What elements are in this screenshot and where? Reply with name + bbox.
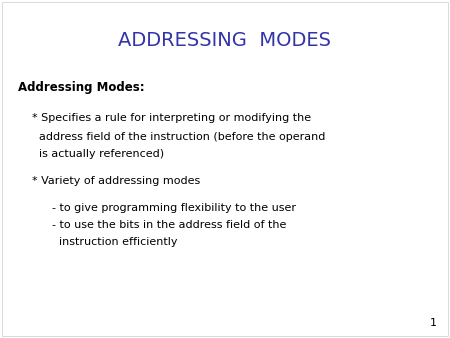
Text: Addressing Modes:: Addressing Modes: (18, 81, 144, 94)
Text: instruction efficiently: instruction efficiently (45, 237, 177, 247)
Text: ADDRESSING  MODES: ADDRESSING MODES (118, 31, 332, 50)
Text: is actually referenced): is actually referenced) (32, 149, 164, 159)
Text: - to give programming flexibility to the user: - to give programming flexibility to the… (45, 203, 296, 213)
Text: * Variety of addressing modes: * Variety of addressing modes (32, 176, 200, 186)
Text: * Specifies a rule for interpreting or modifying the: * Specifies a rule for interpreting or m… (32, 113, 310, 123)
Text: address field of the instruction (before the operand: address field of the instruction (before… (32, 132, 325, 142)
Text: - to use the bits in the address field of the: - to use the bits in the address field o… (45, 220, 286, 230)
Text: 1: 1 (429, 318, 436, 328)
